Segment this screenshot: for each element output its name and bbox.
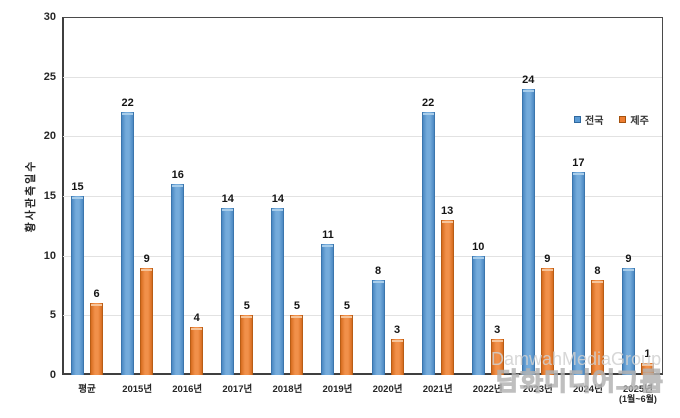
bar-전국-2024년 [571,172,585,375]
bar-value-label: 13 [441,205,454,217]
gridline [63,315,662,317]
bar-제주-2016년 [190,327,204,375]
bar-제주-평균 [90,303,104,375]
bar-value-label: 8 [594,265,601,277]
x-tick-label: 2020년 [372,384,403,395]
x-tick-label: 2015년 [122,384,153,395]
legend-item-제주: 제주 [619,112,649,127]
x-tick-label: 2017년 [222,384,253,395]
bar-value-label: 5 [343,300,351,312]
legend-label: 전국 [585,116,604,127]
bar-value-label: 17 [572,157,585,169]
bar-value-label: 5 [243,300,250,312]
bar-제주-2021년 [440,220,454,375]
legend-item-전국: 전국 [574,112,603,127]
bar-제주-2024년 [590,280,604,375]
bar-제주-2018년 [290,315,304,375]
y-tick-label: 20 [43,130,56,143]
gridline [63,136,662,138]
bar-value-label: 3 [494,324,501,336]
bar-value-label: 22 [121,97,134,109]
bar-value-label: 1 [644,348,651,360]
x-tick-label: 2018년 [272,384,303,395]
bar-전국-2016년 [171,184,185,375]
x-tick-label: 2019년 [322,384,353,395]
bar-value-label: 3 [393,324,401,336]
y-tick-label: 30 [43,11,56,23]
bar-value-label: 14 [221,193,234,205]
bar-value-label: 9 [143,253,150,265]
y-tick-label: 25 [43,70,56,83]
bar-제주-2022년 [490,339,504,375]
bar-전국-2019년 [321,244,335,375]
x-tick-label: 2021년 [422,384,453,395]
watermark-korean-text: 담화미디어그룹 [495,367,665,396]
bar-value-label: 15 [71,181,84,193]
bar-전국-2022년 [471,256,485,375]
y-tick-label: 0 [49,369,56,381]
bar-value-label: 9 [625,253,632,265]
bar-제주-2019년 [340,315,354,375]
bar-value-label: 10 [472,241,485,253]
y-tick-label: 15 [43,190,56,202]
x-tick-label: 2016년 [172,384,203,395]
legend: 전국 제주 [574,112,649,127]
bar-전국-2017년 [221,208,235,375]
x-tick-label: 2024년 [572,384,603,395]
bar-전국-2018년 [271,208,285,375]
x-tick-label: 2023년 [522,384,553,395]
gridline [63,255,662,257]
x-tick-label: 2022년 [472,384,503,395]
bar-제주-2025년 [640,363,654,375]
bar-전국-2021년 [421,112,435,375]
y-tick-label: 10 [43,249,56,262]
bar-제주-2015년 [140,268,154,375]
bar-전국-2015년 [121,112,135,375]
gridline [63,196,662,197]
watermark-latin-text: DamwahMediaGroup [491,349,662,369]
bar-제주-2023년 [540,268,554,375]
gridline [63,76,662,78]
bar-value-label: 16 [171,169,184,181]
bar-value-label: 6 [93,288,100,300]
bar-전국-평균 [71,196,85,375]
bar-전국-2023년 [521,89,535,375]
bar-value-label: 4 [193,312,200,324]
x-tick-sublabel: (1월~6월) [619,394,657,404]
bar-value-label: 8 [374,265,382,277]
x-tick-label: 평균 [78,384,96,395]
bar-전국-2025년 [621,268,635,375]
bar-제주-2020년 [390,339,404,375]
bar-전국-2020년 [371,280,385,375]
x-tick-label: 2025년 [623,384,653,395]
bar-value-label: 11 [322,229,334,241]
bar-value-label: 24 [522,74,535,86]
bar-value-label: 22 [422,97,435,109]
bar-value-label: 5 [293,300,300,312]
bar-value-label: 9 [544,253,551,265]
legend-swatch-icon [619,116,627,123]
bar-value-label: 14 [271,193,284,205]
legend-label: 제주 [630,116,649,127]
legend-swatch-icon [574,116,581,123]
y-tick-label: 5 [49,309,56,322]
bar-제주-2017년 [240,315,254,375]
